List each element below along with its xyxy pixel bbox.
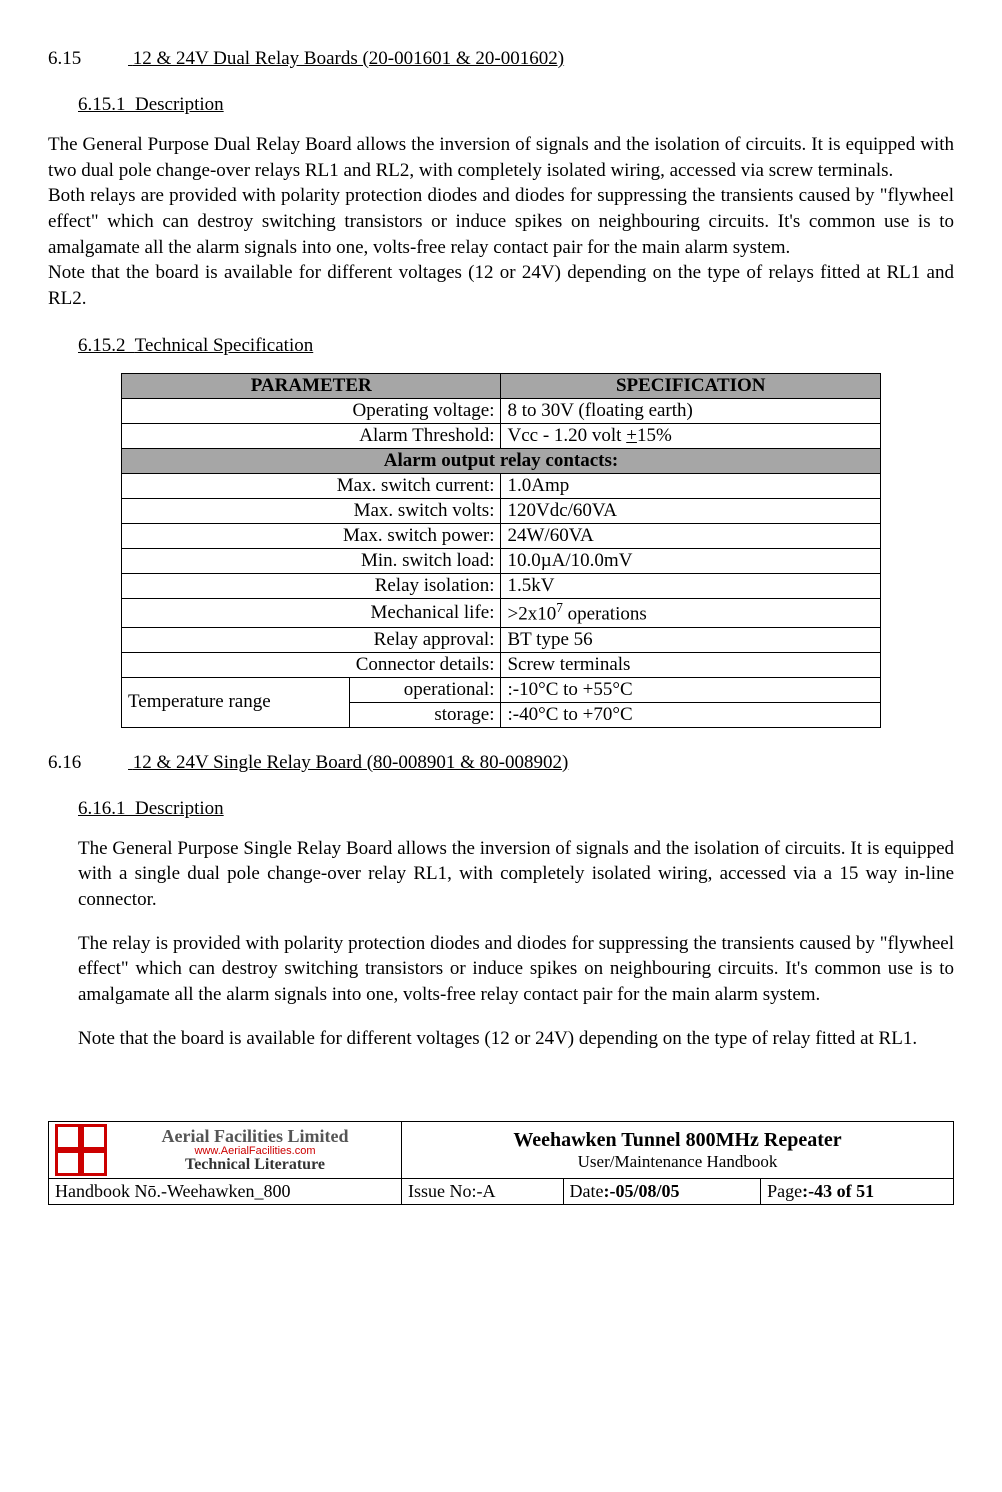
para: The General Purpose Dual Relay Board all… bbox=[48, 132, 954, 183]
cell: Min. switch load: bbox=[122, 549, 501, 574]
logo-line1: Aerial Facilities Limited bbox=[115, 1127, 395, 1146]
page-cell: Page:-43 of 51 bbox=[761, 1179, 954, 1205]
logo-line3: Technical Literature bbox=[115, 1157, 395, 1174]
handbook-no: Handbook Nō.-Weehawken_800 bbox=[49, 1179, 402, 1205]
doc-subtitle: User/Maintenance Handbook bbox=[408, 1152, 947, 1172]
sub-num: 6.15.1 bbox=[78, 94, 126, 115]
cell: Operating voltage: bbox=[122, 399, 501, 424]
txt: Page bbox=[767, 1181, 802, 1201]
cell: operational: bbox=[349, 677, 501, 702]
table-row: Temperature range operational: :-10°C to… bbox=[122, 677, 881, 702]
company-logo-icon bbox=[55, 1124, 107, 1176]
txt: >2x10 bbox=[507, 604, 556, 625]
cell: Screw terminals bbox=[501, 652, 881, 677]
cell: Temperature range bbox=[122, 677, 350, 727]
section-num: 6.16 bbox=[48, 752, 128, 774]
para: Note that the board is available for dif… bbox=[78, 1026, 954, 1052]
subsection-6161: 6.16.1 Description bbox=[78, 798, 954, 820]
date-cell: Date:-05/08/05 bbox=[563, 1179, 761, 1205]
cell: Mechanical life: bbox=[122, 599, 501, 627]
th-spec: SPECIFICATION bbox=[501, 374, 881, 399]
sup: 7 bbox=[556, 600, 563, 615]
cell: 120Vdc/60VA bbox=[501, 499, 881, 524]
cell: storage: bbox=[349, 702, 501, 727]
cell: 1.5kV bbox=[501, 574, 881, 599]
sub-num: 6.16.1 bbox=[78, 798, 126, 819]
cell: 8 to 30V (floating earth) bbox=[501, 399, 881, 424]
cell: Vcc - 1.20 volt +15% bbox=[501, 424, 881, 449]
issue-no: Issue No:-A bbox=[402, 1179, 564, 1205]
txt: :-43 of 51 bbox=[802, 1181, 874, 1201]
spec-table: PARAMETER SPECIFICATION Operating voltag… bbox=[121, 373, 881, 727]
table-row: Max. switch current:1.0Amp bbox=[122, 474, 881, 499]
cell: 10.0µA/10.0mV bbox=[501, 549, 881, 574]
logo-cell: Aerial Facilities Limited www.AerialFaci… bbox=[49, 1122, 402, 1179]
txt: + bbox=[626, 425, 637, 446]
cell: 1.0Amp bbox=[501, 474, 881, 499]
para: The General Purpose Single Relay Board a… bbox=[78, 836, 954, 913]
txt: Vcc - 1.20 volt bbox=[507, 425, 626, 446]
cell: Max. switch current: bbox=[122, 474, 501, 499]
sub-title: Description bbox=[135, 798, 224, 819]
table-row: Relay approval:BT type 56 bbox=[122, 627, 881, 652]
cell: Relay approval: bbox=[122, 627, 501, 652]
txt: operations bbox=[563, 604, 647, 625]
sub-num: 6.15.2 bbox=[78, 335, 126, 356]
cell: :-10°C to +55°C bbox=[501, 677, 881, 702]
section-num: 6.15 bbox=[48, 48, 128, 70]
table-row: Connector details:Screw terminals bbox=[122, 652, 881, 677]
table-subheader: Alarm output relay contacts: bbox=[122, 449, 881, 474]
cell: Alarm output relay contacts: bbox=[122, 449, 881, 474]
cell: :-40°C to +70°C bbox=[501, 702, 881, 727]
para: Both relays are provided with polarity p… bbox=[48, 183, 954, 260]
subsection-6151: 6.15.1 Description bbox=[78, 94, 954, 116]
txt: 15% bbox=[637, 425, 672, 446]
doc-title: Weehawken Tunnel 800MHz Repeater bbox=[408, 1129, 947, 1152]
cell: Max. switch volts: bbox=[122, 499, 501, 524]
txt: Date bbox=[570, 1181, 604, 1201]
footer: Aerial Facilities Limited www.AerialFaci… bbox=[48, 1121, 954, 1205]
sub-title: Technical Specification bbox=[135, 335, 314, 356]
para: The relay is provided with polarity prot… bbox=[78, 931, 954, 1008]
table-row: Max. switch power:24W/60VA bbox=[122, 524, 881, 549]
subsection-6152: 6.15.2 Technical Specification bbox=[78, 335, 954, 357]
sub-title: Description bbox=[135, 94, 224, 115]
table-row: Relay isolation:1.5kV bbox=[122, 574, 881, 599]
section-title: 12 & 24V Single Relay Board (80-008901 &… bbox=[133, 752, 569, 773]
table-row: Max. switch volts:120Vdc/60VA bbox=[122, 499, 881, 524]
cell: Relay isolation: bbox=[122, 574, 501, 599]
cell: 24W/60VA bbox=[501, 524, 881, 549]
cell: >2x107 operations bbox=[501, 599, 881, 627]
section-heading-616: 6.16 12 & 24V Single Relay Board (80-008… bbox=[48, 752, 954, 774]
section-heading-615: 6.15 12 & 24V Dual Relay Boards (20-0016… bbox=[48, 48, 954, 70]
table-row: Alarm Threshold: Vcc - 1.20 volt +15% bbox=[122, 424, 881, 449]
table-row: Min. switch load:10.0µA/10.0mV bbox=[122, 549, 881, 574]
cell: Max. switch power: bbox=[122, 524, 501, 549]
table-row: Mechanical life:>2x107 operations bbox=[122, 599, 881, 627]
section-title: 12 & 24V Dual Relay Boards (20-001601 & … bbox=[133, 48, 564, 69]
txt: :-05/08/05 bbox=[604, 1181, 680, 1201]
cell: Connector details: bbox=[122, 652, 501, 677]
para: Note that the board is available for dif… bbox=[48, 260, 954, 311]
doc-title-cell: Weehawken Tunnel 800MHz Repeater User/Ma… bbox=[402, 1122, 954, 1179]
th-parameter: PARAMETER bbox=[122, 374, 501, 399]
cell: BT type 56 bbox=[501, 627, 881, 652]
table-row: Operating voltage: 8 to 30V (floating ea… bbox=[122, 399, 881, 424]
cell: Alarm Threshold: bbox=[122, 424, 501, 449]
